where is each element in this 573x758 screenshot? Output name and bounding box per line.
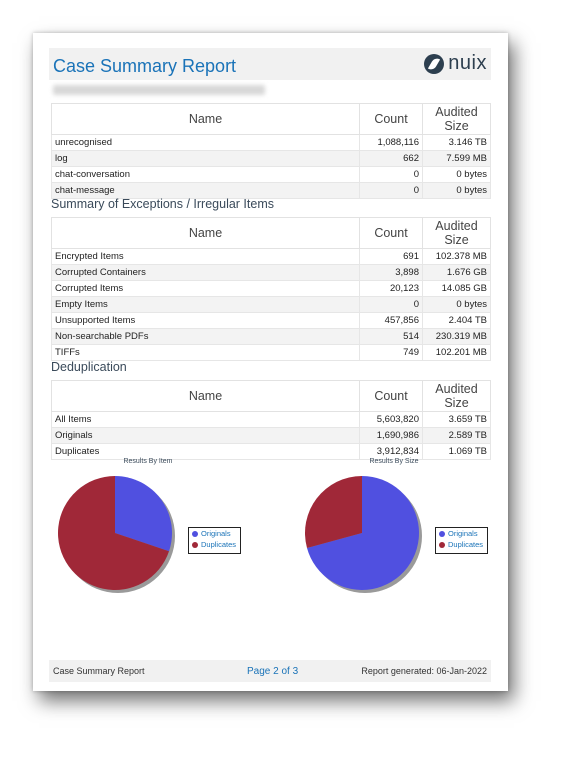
cell-size: 2.589 TB (422, 427, 491, 444)
col-name-header: Name (51, 103, 360, 135)
cell-name: Corrupted Containers (51, 264, 360, 281)
page-title: Case Summary Report (53, 56, 237, 76)
report-footer: Case Summary Report Page 2 of 3 Report g… (49, 660, 491, 682)
col-count-header: Count (359, 380, 423, 412)
chart-title-by-size: Results By Size (369, 458, 419, 465)
duplicates-dot-icon (439, 541, 445, 548)
pie-slice-originals (306, 476, 419, 590)
cell-count: 457,856 (359, 312, 423, 329)
legend-item-duplicates: Duplicates (189, 539, 240, 550)
table-row: Originals 1,690,986 2.589 TB (51, 427, 491, 444)
originals-dot-icon (439, 530, 445, 537)
legend-item-originals: Originals (189, 528, 240, 539)
exceptions-heading: Summary of Exceptions / Irregular Items (51, 197, 274, 211)
cell-count: 5,603,820 (359, 411, 423, 428)
table-row: log 662 7.599 MB (51, 150, 491, 167)
cell-size: 14.085 GB (422, 280, 491, 297)
col-size-header: Audited Size (422, 380, 491, 412)
col-count-header: Count (359, 103, 423, 135)
cell-name: chat-message (51, 182, 360, 199)
nuix-logo-icon (424, 53, 445, 74)
col-name-header: Name (51, 217, 360, 249)
col-size-header: Audited Size (422, 103, 491, 135)
cell-size: 0 bytes (422, 166, 491, 183)
cell-count: 0 (359, 182, 423, 199)
legend-by-size: Originals Duplicates (435, 527, 488, 554)
cell-size: 230.319 MB (422, 328, 491, 345)
cell-size: 102.201 MB (422, 344, 491, 361)
cell-size: 7.599 MB (422, 150, 491, 167)
table-row: Corrupted Items 20,123 14.085 GB (51, 280, 491, 297)
logo-text: nuix (448, 52, 487, 74)
cell-name: unrecognised (51, 134, 360, 151)
cell-name: chat-conversation (51, 166, 360, 183)
cell-count: 749 (359, 344, 423, 361)
nuix-logo: nuix (424, 52, 487, 75)
table-row: Empty Items 0 0 bytes (51, 296, 491, 313)
duplicates-dot-icon (192, 541, 198, 548)
cell-size: 3.146 TB (422, 134, 491, 151)
table-row: Unsupported Items 457,856 2.404 TB (51, 312, 491, 329)
footer-report-name: Case Summary Report (53, 666, 145, 676)
cell-count: 0 (359, 166, 423, 183)
cell-size: 102.378 MB (422, 248, 491, 265)
table-row: Duplicates 3,912,834 1.069 TB (51, 443, 491, 460)
pie-chart-by-size (305, 476, 422, 593)
table-row: Encrypted Items 691 102.378 MB (51, 248, 491, 265)
cell-size: 0 bytes (422, 296, 491, 313)
legend-item-originals: Originals (436, 528, 487, 539)
cell-count: 662 (359, 150, 423, 167)
cell-name: Non-searchable PDFs (51, 328, 360, 345)
report-generated-date: Report generated: 06-Jan-2022 (361, 666, 487, 676)
table-row: chat-message 0 0 bytes (51, 182, 491, 199)
table-row: unrecognised 1,088,116 3.146 TB (51, 134, 491, 151)
table-row: Corrupted Containers 3,898 1.676 GB (51, 264, 491, 281)
cell-name: Unsupported Items (51, 312, 360, 329)
pie-slice-duplicates (58, 476, 170, 590)
cell-name: All Items (51, 411, 360, 428)
col-count-header: Count (359, 217, 423, 249)
dedup-table: Name Count Audited Size All Items 5,603,8… (51, 380, 491, 460)
cell-count: 0 (359, 296, 423, 313)
report-page: Case Summary Report nuix Name Count Audi… (33, 33, 508, 691)
pie-slice-duplicates (305, 476, 362, 548)
redacted-subtitle (53, 85, 265, 95)
table-row: TIFFs 749 102.201 MB (51, 344, 491, 361)
page-number: Page 2 of 3 (247, 665, 299, 677)
cell-size: 2.404 TB (422, 312, 491, 329)
table-row: chat-conversation 0 0 bytes (51, 166, 491, 183)
cell-count: 1,088,116 (359, 134, 423, 151)
cell-count: 3,898 (359, 264, 423, 281)
legend-by-item: Originals Duplicates (188, 527, 241, 554)
legend-item-duplicates: Duplicates (436, 539, 487, 550)
pie-slice-originals (115, 476, 172, 552)
originals-dot-icon (192, 530, 198, 537)
cell-size: 1.069 TB (422, 443, 491, 460)
chart-title-by-item: Results By Item (123, 458, 173, 465)
cell-name: TIFFs (51, 344, 360, 361)
cell-size: 0 bytes (422, 182, 491, 199)
cell-name: Corrupted Items (51, 280, 360, 297)
table-row: All Items 5,603,820 3.659 TB (51, 411, 491, 428)
cell-count: 20,123 (359, 280, 423, 297)
report-header: Case Summary Report nuix (49, 48, 491, 80)
pie-chart-by-item (58, 476, 175, 593)
table-row: Non-searchable PDFs 514 230.319 MB (51, 328, 491, 345)
cell-name: Originals (51, 427, 360, 444)
cell-count: 691 (359, 248, 423, 265)
cell-name: Empty Items (51, 296, 360, 313)
cell-name: log (51, 150, 360, 167)
types-table: Name Count Audited Size unrecognised 1,08… (51, 103, 491, 199)
cell-count: 1,690,986 (359, 427, 423, 444)
cell-size: 3.659 TB (422, 411, 491, 428)
cell-name: Encrypted Items (51, 248, 360, 265)
cell-count: 514 (359, 328, 423, 345)
cell-size: 1.676 GB (422, 264, 491, 281)
col-name-header: Name (51, 380, 360, 412)
cell-name: Duplicates (51, 443, 360, 460)
dedup-heading: Deduplication (51, 360, 127, 374)
exceptions-table: Name Count Audited Size Encrypted Items 6… (51, 217, 491, 361)
col-size-header: Audited Size (422, 217, 491, 249)
